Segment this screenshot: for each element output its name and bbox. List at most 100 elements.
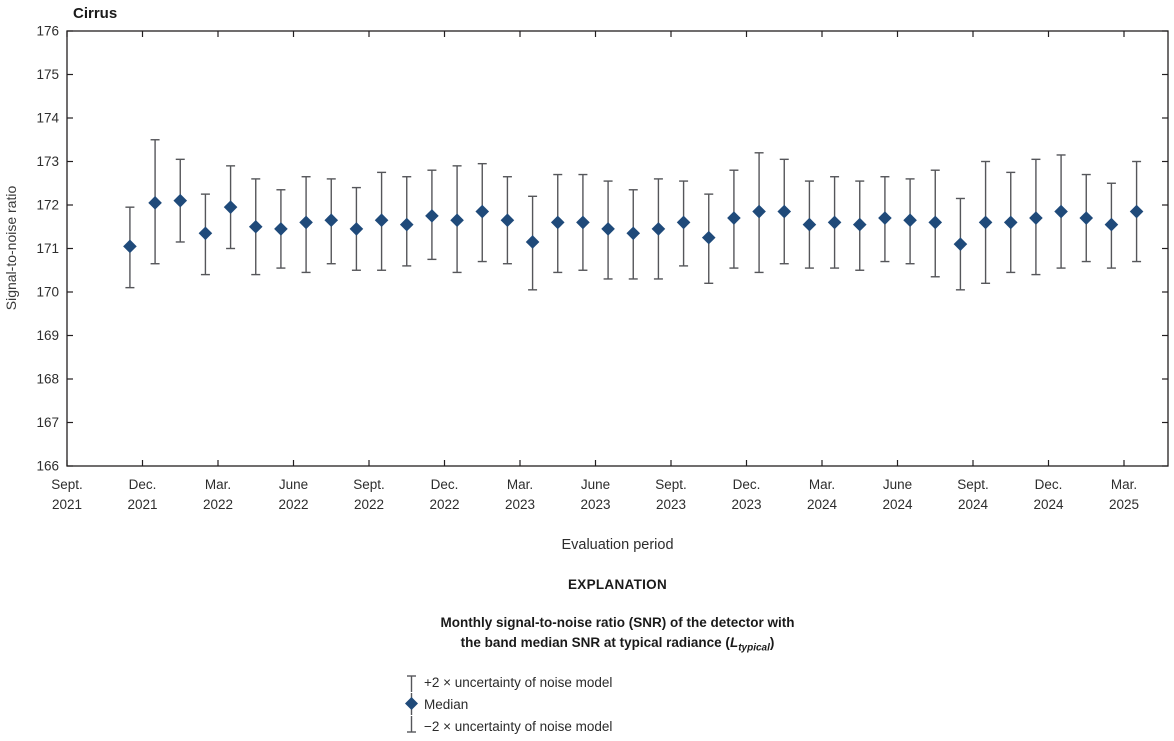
axis-tick-label: June [883,477,912,492]
median-diamond [1104,217,1119,232]
legend-caption-line2-post: ) [769,635,775,650]
median-diamond [626,226,641,241]
median-diamond [349,222,364,236]
errorbar-top-cap-icon [398,672,424,692]
axis-tick-label: 2024 [882,497,913,512]
chart-title: Cirrus [73,5,118,22]
explanation-heading: EXPLANATION [567,577,668,592]
axis-tick-label: 176 [36,24,59,39]
median-diamond [550,215,565,230]
axis-tick-label: Mar. [507,477,533,492]
median-diamond [324,213,339,228]
axis-tick-label: 2023 [731,497,761,512]
median-diamond [1129,204,1144,219]
axis-tick-label: 166 [36,459,59,474]
axis-tick-label: 2024 [958,497,989,512]
median-diamond [802,217,817,232]
axis-tick-label: Dec. [1035,477,1063,492]
legend-label: Median [424,696,469,712]
median-diamond [1003,215,1018,230]
median-diamond [676,215,691,230]
axis-tick-label: Sept. [655,477,687,492]
median-diamond [248,219,263,234]
median-diamond [576,215,590,230]
axis-tick-label: 167 [36,415,59,430]
legend-item-median: Median [398,693,858,715]
axis-tick-label: 2024 [807,497,838,512]
x-axis-title: Evaluation period [561,537,674,553]
median-diamond [1054,204,1068,219]
median-diamond [299,215,313,230]
axis-tick-label: 2022 [203,497,233,512]
axis-tick-label: 169 [36,328,59,343]
legend-caption: Monthly signal-to-noise ratio (SNR) of t… [67,613,1168,659]
median-diamond [198,226,213,241]
axis-tick-label: 2023 [505,497,535,512]
median-diamond [953,237,968,251]
median-diamond [651,222,666,236]
axis-tick-label: Mar. [1111,477,1137,492]
median-diamond [727,211,741,225]
axis-tick-label: Mar. [205,477,231,492]
axis-tick-label: Sept. [957,477,989,492]
median-diamond [450,213,464,228]
axis-tick-label: Dec. [431,477,459,492]
median-diamond [374,213,389,228]
axis-tick-label: 171 [36,241,59,256]
median-diamond [173,193,188,208]
axis-tick-label: 2023 [580,497,610,512]
axis-tick-label: 2022 [354,497,384,512]
axis-tick-label: 2021 [127,497,157,512]
axis-tick-label: Sept. [51,477,83,492]
median-diamond [223,200,238,214]
median-diamond [928,215,943,230]
axis-tick-label: 2022 [278,497,308,512]
median-diamond [601,222,615,236]
median-diamond [777,204,792,219]
axis-tick-label: Signal-to-noise ratio [3,186,19,311]
axis-tick-label: 173 [36,154,59,169]
legend-caption-line1: Monthly signal-to-noise ratio (SNR) of t… [440,615,795,630]
median-diamond [525,235,540,249]
median-diamond [852,217,867,232]
median-diamond [701,230,716,245]
axis-tick-label: 2025 [1109,497,1139,512]
legend-item-upper-uncertainty: +2 × uncertainty of noise model [398,671,858,693]
axis-tick-label: 175 [36,67,59,82]
median-diamond [274,222,288,236]
axis-tick-label: June [581,477,610,492]
legend-caption-variable: L [729,635,739,650]
axis-tick-label: 2022 [429,497,459,512]
median-diamond [752,204,766,219]
axis-tick-label: 170 [36,285,59,300]
errorbar-bottom-cap-icon [398,716,424,736]
legend-caption-subscript: typical [738,642,770,654]
median-diamond [978,215,993,230]
median-diamond [1079,211,1094,225]
median-diamond [425,209,439,223]
axis-tick-label: Dec. [129,477,157,492]
median-diamond [827,215,842,230]
axis-tick-label: June [279,477,308,492]
median-diamond [399,217,414,232]
snr-chart-canvas: 166 167 168 169 170 171 172 173 174 175 176 Sept. 20… [3,24,1169,512]
axis-tick-label: 2023 [656,497,686,512]
axis-tick-label: Dec. [733,477,761,492]
legend-item-lower-uncertainty: −2 × uncertainty of noise model [398,715,858,737]
median-diamond [123,239,137,254]
median-diamond [475,204,490,219]
axis-tick-label: 168 [36,372,59,387]
legend-label: +2 × uncertainty of noise model [424,674,613,690]
median-diamond [500,213,515,228]
legend-caption-line2-pre: the band median SNR at typical radiance … [460,635,730,650]
median-diamond [903,213,917,228]
axis-tick-label: 172 [36,198,59,213]
axis-tick-label: Mar. [809,477,835,492]
median-diamond [878,211,892,225]
legend-label: −2 × uncertainty of noise model [424,718,613,734]
axis-tick-label: 2024 [1033,497,1064,512]
legend: +2 × uncertainty of noise model Median −… [398,671,858,737]
median-diamond [148,196,162,210]
median-diamond [1029,211,1043,225]
legend-caption-line2: the band median SNR at typical radiance … [67,633,1168,659]
